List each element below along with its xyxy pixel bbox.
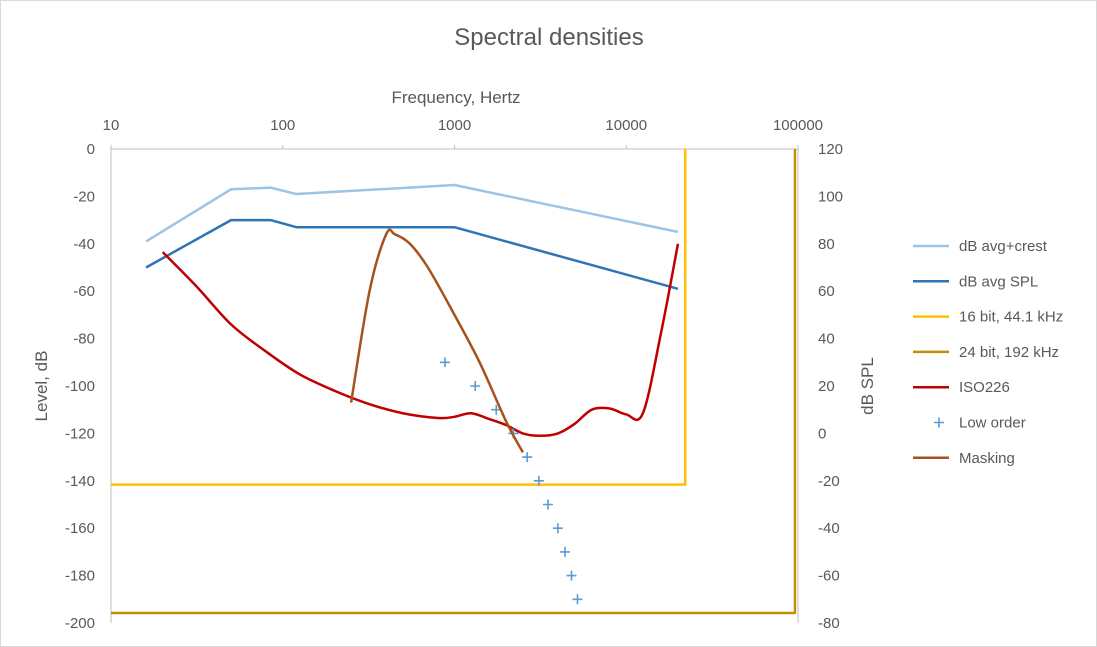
left-y-tick-label: -60 [73, 283, 95, 300]
legend-item-masking: Masking [913, 450, 1015, 467]
legend-label: Low order [959, 415, 1026, 432]
legend-item-16-bit-44-1-khz: 16 bit, 44.1 kHz [913, 309, 1063, 326]
right-y-tick-label: 20 [818, 378, 835, 395]
legend-label: Masking [959, 450, 1015, 467]
legend-item-low-order: Low order [934, 415, 1026, 432]
x-tick-label: 100000 [773, 117, 823, 134]
left-y-tick-label: -200 [65, 615, 95, 632]
series-line-iso226 [161, 243, 680, 438]
x-tick-label: 10 [103, 117, 120, 134]
legend-item-24-bit-192-khz: 24 bit, 192 kHz [913, 344, 1059, 361]
legend-label: dB avg+crest [959, 238, 1048, 255]
low-order-point [533, 475, 544, 486]
x-axis-title: Frequency, Hertz [391, 88, 520, 107]
series-line-db-avg-spl [145, 218, 679, 291]
right-y-tick-label: 40 [818, 331, 835, 348]
legend-item-db-avg-crest: dB avg+crest [913, 238, 1048, 255]
right-y-tick-label: -80 [818, 615, 840, 632]
low-order-point [572, 594, 583, 605]
series-line-24-bit-192-khz [111, 149, 797, 615]
right-y-tick-label: 80 [818, 236, 835, 253]
series-16-bit-44-1-khz [111, 149, 687, 486]
right-y-tick-label: 120 [818, 141, 843, 158]
legend-item-db-avg-spl: dB avg SPL [913, 273, 1038, 290]
chart-title: Spectral densities [454, 24, 643, 51]
low-order-point [560, 546, 571, 557]
left-y-tick-label: -180 [65, 568, 95, 585]
x-tick-label: 1000 [438, 117, 471, 134]
legend: dB avg+crest dB avg SPL 16 bit, 44.1 kHz 24… [913, 238, 1063, 467]
series-db-avg-spl [145, 218, 679, 291]
left-y-tick-label: -140 [65, 473, 95, 490]
left-y-axis-title: Level, dB [32, 351, 51, 422]
axes-layer: 10 100 1000 10000 1000000-20-40-60-80-100-12… [65, 117, 843, 632]
x-tick-label: 10000 [605, 117, 647, 134]
right-y-tick-label: 100 [818, 188, 843, 205]
right-y-tick-label: -60 [818, 568, 840, 585]
legend-marker [934, 417, 944, 428]
series-24-bit-192-khz [111, 149, 797, 615]
left-y-tick-label: -120 [65, 425, 95, 442]
left-y-tick-label: -80 [73, 331, 95, 348]
right-y-axis-title: dB SPL [858, 357, 877, 415]
left-y-tick-label: -100 [65, 378, 95, 395]
low-order-point [566, 570, 577, 581]
right-y-tick-label: -20 [818, 473, 840, 490]
legend-label: ISO226 [959, 379, 1010, 396]
legend-label: dB avg SPL [959, 273, 1038, 290]
legend-label: 24 bit, 192 kHz [959, 344, 1059, 361]
x-tick-label: 100 [270, 117, 295, 134]
right-y-tick-label: 60 [818, 283, 835, 300]
series-layer [111, 149, 797, 615]
series-line-db-avg-crest [145, 183, 679, 243]
right-y-tick-label: 0 [818, 425, 826, 442]
left-y-tick-label: -40 [73, 236, 95, 253]
left-y-tick-label: -20 [73, 188, 95, 205]
series-db-avg-crest [145, 183, 679, 243]
series-masking [349, 228, 524, 453]
series-line-16-bit-44-1-khz [111, 149, 687, 486]
legend-item-iso226: ISO226 [913, 379, 1010, 396]
left-y-tick-label: 0 [87, 141, 95, 158]
series-low-order [439, 357, 583, 605]
low-order-point [542, 499, 553, 510]
legend-label: 16 bit, 44.1 kHz [959, 309, 1063, 326]
low-order-point [470, 381, 481, 391]
low-order-point [552, 523, 563, 534]
left-y-tick-label: -160 [65, 520, 95, 537]
low-order-point [439, 357, 450, 368]
series-iso226 [161, 243, 680, 438]
low-order-point [522, 452, 533, 463]
series-line-masking [349, 228, 524, 453]
right-y-tick-label: -40 [818, 520, 840, 537]
